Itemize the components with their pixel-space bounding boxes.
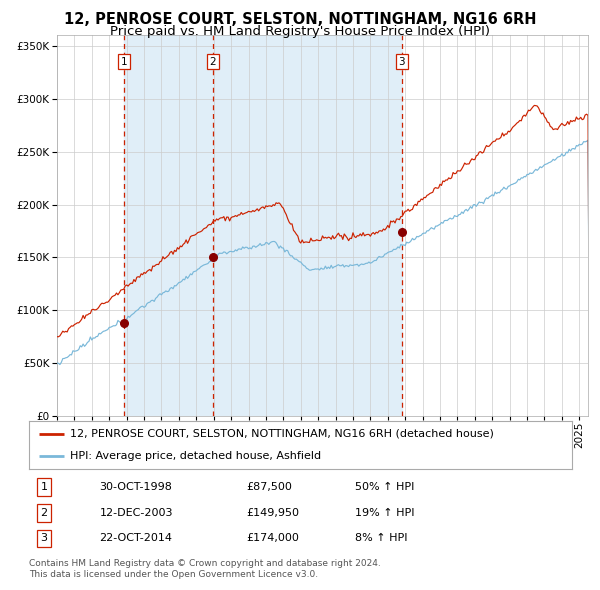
Bar <box>212 35 402 416</box>
Text: 12-DEC-2003: 12-DEC-2003 <box>100 508 173 517</box>
Text: 19% ↑ HPI: 19% ↑ HPI <box>355 508 414 517</box>
Text: 3: 3 <box>41 533 47 543</box>
Text: 50% ↑ HPI: 50% ↑ HPI <box>355 482 414 492</box>
Text: 30-OCT-1998: 30-OCT-1998 <box>100 482 172 492</box>
Text: Contains HM Land Registry data © Crown copyright and database right 2024.
This d: Contains HM Land Registry data © Crown c… <box>29 559 380 579</box>
Text: 2: 2 <box>40 508 47 517</box>
Text: 3: 3 <box>398 57 405 67</box>
Text: HPI: Average price, detached house, Ashfield: HPI: Average price, detached house, Ashf… <box>70 451 320 461</box>
Text: 12, PENROSE COURT, SELSTON, NOTTINGHAM, NG16 6RH (detached house): 12, PENROSE COURT, SELSTON, NOTTINGHAM, … <box>70 429 493 439</box>
Text: 1: 1 <box>121 57 127 67</box>
Text: Price paid vs. HM Land Registry's House Price Index (HPI): Price paid vs. HM Land Registry's House … <box>110 25 490 38</box>
Text: £87,500: £87,500 <box>246 482 292 492</box>
Text: 22-OCT-2014: 22-OCT-2014 <box>100 533 172 543</box>
Text: 2: 2 <box>209 57 216 67</box>
Text: £174,000: £174,000 <box>246 533 299 543</box>
Text: 1: 1 <box>41 482 47 492</box>
Text: 12, PENROSE COURT, SELSTON, NOTTINGHAM, NG16 6RH: 12, PENROSE COURT, SELSTON, NOTTINGHAM, … <box>64 12 536 27</box>
Text: £149,950: £149,950 <box>246 508 299 517</box>
Bar <box>124 35 212 416</box>
Text: 8% ↑ HPI: 8% ↑ HPI <box>355 533 407 543</box>
